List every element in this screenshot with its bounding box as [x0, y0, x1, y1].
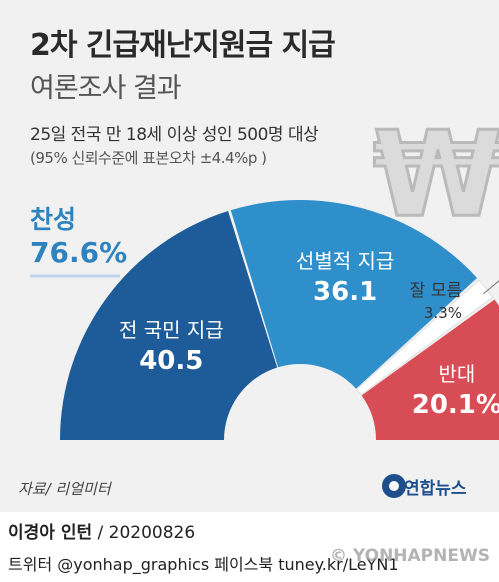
segment-oppose-name: 반대: [438, 362, 475, 386]
segment-selective-name: 선별적 지급: [296, 249, 394, 273]
segment-nationwide-name: 전 국민 지급: [119, 318, 224, 342]
approve-value: 76.6%: [30, 236, 128, 269]
chart-title: 2차 긴급재난지원금 지급: [30, 28, 336, 63]
segment-unsure-name: 잘 모름: [410, 281, 462, 301]
won-sign-icon: ₩: [371, 104, 499, 245]
watermark: © YONHAPNEWS: [330, 546, 490, 566]
approve-label: 찬성: [30, 205, 77, 234]
credit-line: 이경아 인턴 / 20200826: [8, 518, 195, 543]
credit-date: / 20200826: [92, 523, 196, 543]
credit-name: 이경아 인턴: [8, 523, 93, 543]
survey-description: 25일 전국 만 18세 이상 성인 500명 대상: [30, 125, 319, 145]
segment-nationwide-value: 40.5: [139, 346, 203, 376]
chart-subtitle: 여론조사 결과: [30, 73, 182, 104]
svg-text:₩: ₩: [373, 105, 499, 243]
segment-unsure: [355, 279, 494, 396]
margin-of-error: (95% 신뢰수준에 표본오차 ±4.4%p ): [30, 149, 267, 167]
segment-unsure-value: 3.3%: [424, 304, 462, 322]
segment-nationwide: [60, 211, 278, 440]
segment-selective-value: 36.1: [313, 277, 377, 307]
segment-oppose: [361, 299, 499, 440]
segment-selective: [230, 199, 478, 389]
unsure-leader-line: [482, 280, 499, 295]
source-text: 자료/ 리얼미터: [18, 480, 111, 498]
segment-oppose-value: 20.1%: [412, 390, 499, 420]
sns-line: 트위터 @yonhap_graphics 페이스북 tuney.kr/LeYN1: [8, 555, 399, 574]
yonhap-logo-icon: [382, 474, 406, 498]
donut-chart: ₩ 전 국민 지급 40.5 선별적 지급 36.1 잘 모름 3.3% 반대 20.1%: [30, 104, 499, 440]
logo-text: 연합뉴스: [404, 479, 467, 499]
